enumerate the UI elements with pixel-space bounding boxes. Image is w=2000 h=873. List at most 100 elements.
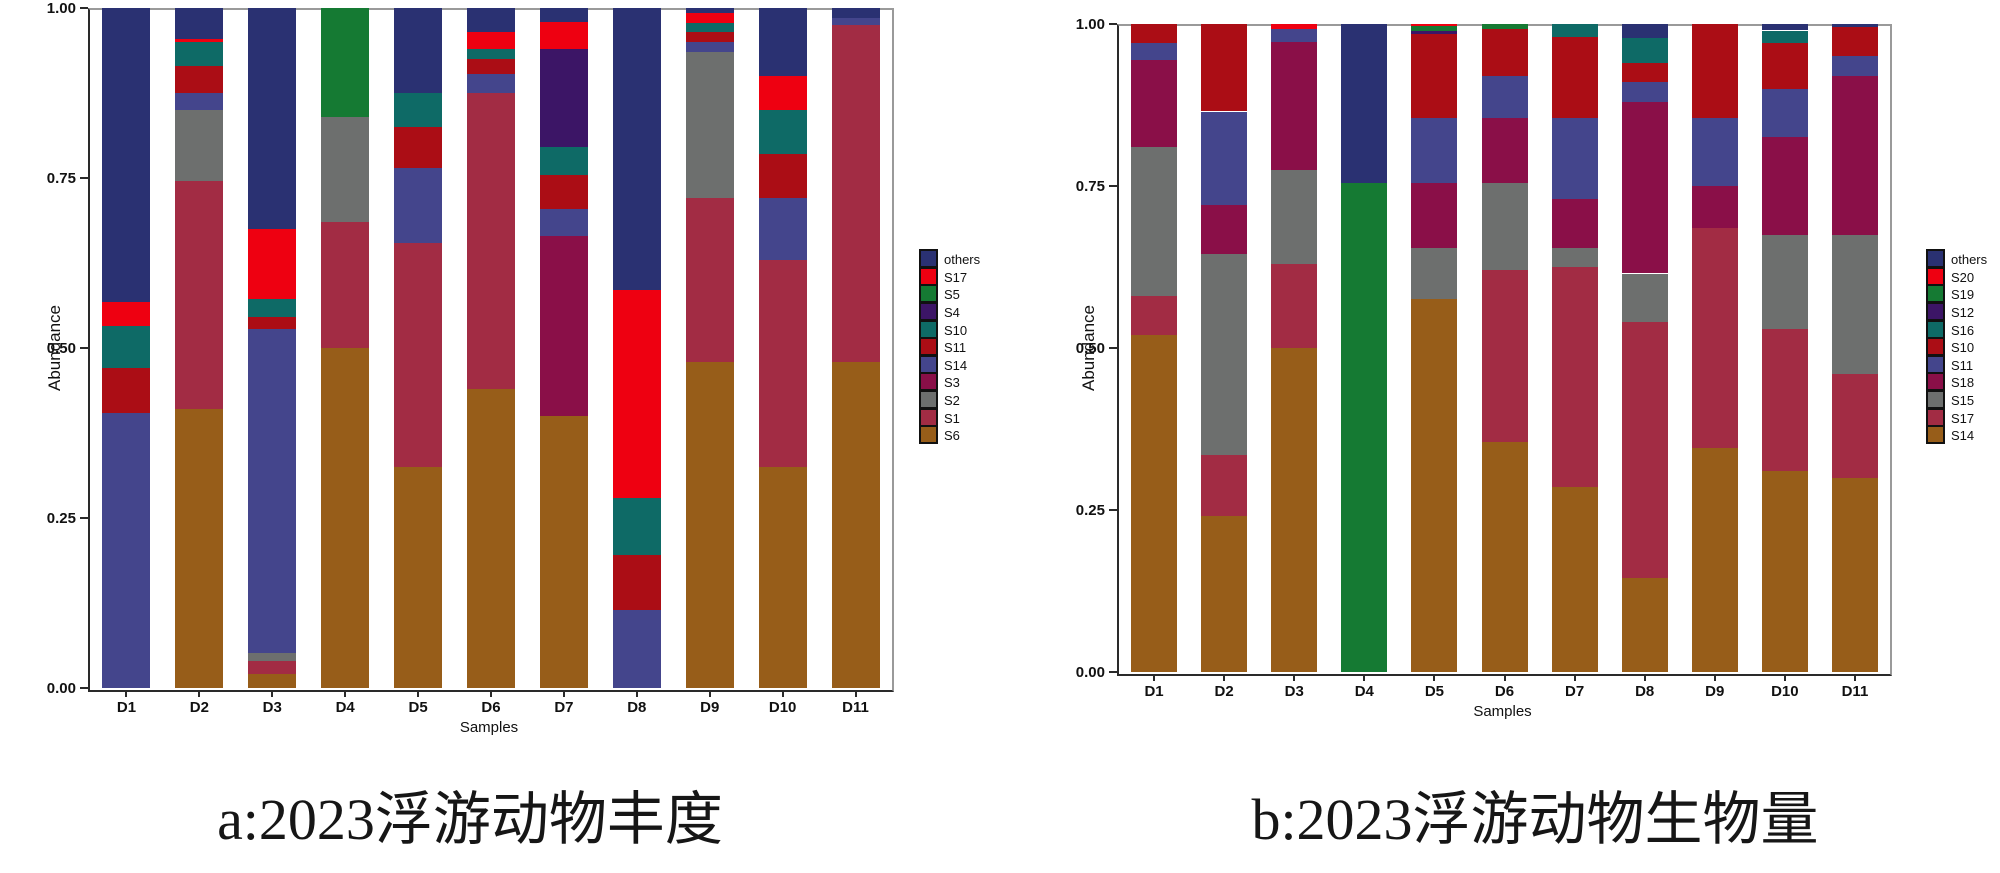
stacked-bar-D8[interactable] [1621, 24, 1668, 672]
bar-segment-S6[interactable] [467, 388, 515, 688]
bar-segment-S14[interactable] [1551, 487, 1598, 672]
stacked-bar-D2[interactable] [1201, 24, 1248, 672]
legend-item-S10[interactable]: S10 [1926, 337, 1987, 357]
bar-segment-S15[interactable] [1551, 247, 1598, 267]
bar-segment-S14[interactable] [1201, 516, 1248, 672]
bar-segment-S1[interactable] [758, 259, 807, 467]
bar-segment-others[interactable] [685, 8, 734, 13]
bar-segment-S11[interactable] [1691, 117, 1738, 186]
bar-segment-S14[interactable] [1691, 448, 1738, 672]
bar-segment-others[interactable] [831, 8, 880, 19]
bar-segment-S1[interactable] [248, 660, 297, 675]
bar-segment-S19[interactable] [1341, 182, 1388, 672]
legend-item-S11[interactable]: S11 [1926, 354, 1987, 375]
bar-segment-S17[interactable] [685, 12, 734, 23]
bar-segment-S10[interactable] [102, 326, 151, 369]
bar-segment-S1[interactable] [175, 181, 224, 410]
bar-segment-S17[interactable] [758, 76, 807, 110]
bar-segment-S11[interactable] [1621, 82, 1668, 102]
bar-segment-S11[interactable] [1201, 111, 1248, 206]
bar-segment-S18[interactable] [1831, 75, 1878, 235]
bar-segment-S17[interactable] [102, 302, 151, 327]
bar-segment-S18[interactable] [1411, 182, 1458, 248]
bar-segment-S10[interactable] [758, 110, 807, 155]
bar-segment-S11[interactable] [685, 31, 734, 42]
stacked-bar-D11[interactable] [831, 8, 880, 688]
bar-segment-S10[interactable] [394, 93, 443, 127]
bar-segment-S10[interactable] [1411, 33, 1458, 118]
bar-segment-S17[interactable] [1691, 228, 1738, 449]
bar-segment-others[interactable] [102, 8, 151, 303]
bar-segment-S18[interactable] [1551, 198, 1598, 248]
bar-segment-S14[interactable] [1271, 348, 1318, 672]
stacked-bar-D10[interactable] [758, 8, 807, 688]
bar-segment-others[interactable] [539, 8, 588, 22]
bar-segment-S6[interactable] [248, 674, 297, 688]
stacked-bar-D4[interactable] [1341, 24, 1388, 672]
bar-segment-S10[interactable] [1131, 24, 1178, 44]
bar-segment-S17[interactable] [175, 38, 224, 42]
bar-segment-S18[interactable] [1271, 42, 1318, 170]
bar-segment-others[interactable] [1831, 24, 1878, 28]
stacked-bar-D9[interactable] [1691, 24, 1738, 672]
bar-segment-S12[interactable] [1411, 31, 1458, 34]
bar-segment-S18[interactable] [1201, 205, 1248, 255]
bar-segment-S11[interactable] [1131, 43, 1178, 60]
bar-segment-others[interactable] [1621, 24, 1668, 39]
stacked-bar-D9[interactable] [685, 8, 734, 688]
stacked-bar-D10[interactable] [1761, 24, 1808, 672]
legend-item-S4[interactable]: S4 [919, 302, 980, 322]
bar-segment-S14[interactable] [1761, 471, 1808, 672]
bar-segment-S1[interactable] [321, 222, 370, 348]
bar-segment-S10[interactable] [539, 147, 588, 175]
bar-segment-S10[interactable] [612, 497, 661, 556]
bar-segment-S14[interactable] [1131, 335, 1178, 672]
bar-segment-S11[interactable] [102, 368, 151, 413]
bar-segment-S14[interactable] [175, 93, 224, 110]
bar-segment-S1[interactable] [394, 242, 443, 467]
bar-segment-S1[interactable] [467, 93, 515, 389]
bar-segment-S6[interactable] [175, 409, 224, 688]
bar-segment-others[interactable] [1761, 24, 1808, 31]
bar-segment-S2[interactable] [175, 110, 224, 182]
bar-segment-S6[interactable] [831, 361, 880, 688]
bar-segment-S10[interactable] [248, 299, 297, 317]
bar-segment-S6[interactable] [539, 416, 588, 688]
bar-segment-S16[interactable] [1551, 24, 1598, 37]
stacked-bar-D7[interactable] [539, 8, 588, 688]
bar-segment-S16[interactable] [1761, 30, 1808, 44]
bar-segment-S15[interactable] [1271, 169, 1318, 264]
bar-segment-S14[interactable] [1411, 299, 1458, 672]
bar-segment-S15[interactable] [1831, 234, 1878, 374]
bar-segment-S1[interactable] [685, 198, 734, 362]
bar-segment-S15[interactable] [1411, 247, 1458, 300]
bar-segment-S19[interactable] [1481, 24, 1528, 30]
stacked-bar-D1[interactable] [1131, 24, 1178, 672]
bar-segment-S6[interactable] [321, 348, 370, 688]
bar-segment-S11[interactable] [1271, 28, 1318, 43]
bar-segment-S17[interactable] [1621, 322, 1668, 579]
bar-segment-S10[interactable] [1691, 24, 1738, 118]
bar-segment-S11[interactable] [467, 59, 515, 74]
bar-segment-S17[interactable] [1201, 454, 1248, 517]
stacked-bar-D2[interactable] [175, 8, 224, 688]
bar-segment-S18[interactable] [1131, 59, 1178, 148]
bar-segment-S11[interactable] [1481, 75, 1528, 118]
bar-segment-S14[interactable] [1621, 578, 1668, 672]
bar-segment-S16[interactable] [1621, 38, 1668, 63]
legend-item-S15[interactable]: S15 [1926, 390, 1987, 410]
bar-segment-S11[interactable] [539, 174, 588, 209]
bar-segment-S17[interactable] [612, 290, 661, 498]
bar-segment-S14[interactable] [394, 167, 443, 243]
bar-segment-S18[interactable] [1691, 186, 1738, 229]
bar-segment-S17[interactable] [1131, 296, 1178, 336]
bar-segment-S10[interactable] [1551, 36, 1598, 118]
bar-segment-S11[interactable] [1551, 117, 1598, 199]
bar-segment-S14[interactable] [467, 73, 515, 93]
bar-segment-others[interactable] [175, 8, 224, 39]
bar-segment-S14[interactable] [1831, 477, 1878, 672]
legend-item-S16[interactable]: S16 [1926, 319, 1987, 339]
bar-segment-S20[interactable] [1271, 24, 1318, 29]
bar-segment-S10[interactable] [685, 22, 734, 32]
bar-segment-S20[interactable] [1411, 24, 1458, 26]
